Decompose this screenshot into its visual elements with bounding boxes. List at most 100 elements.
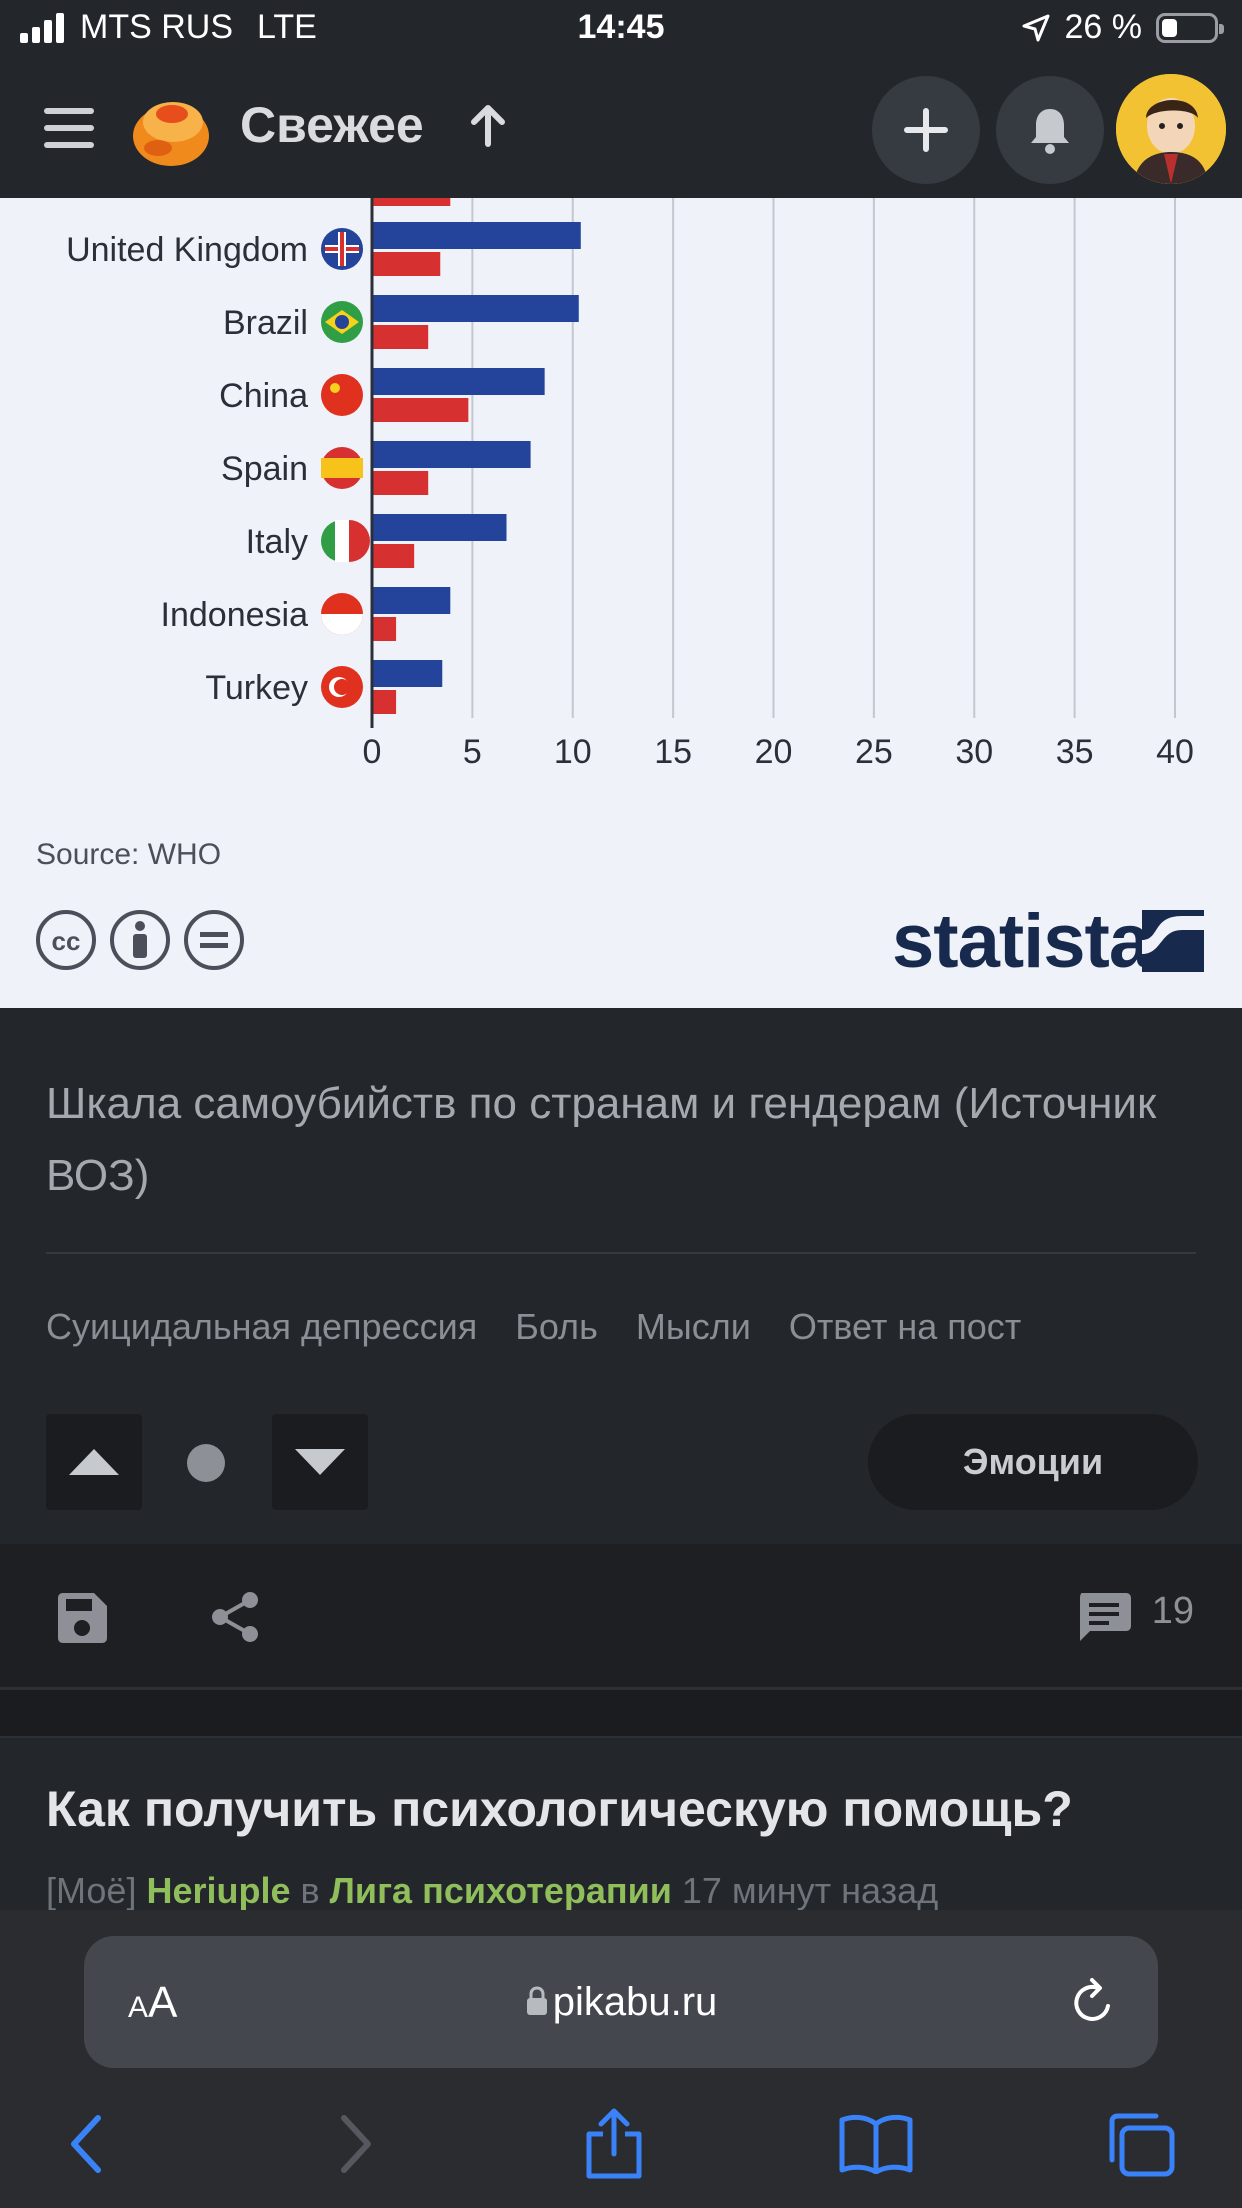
- tabs-button[interactable]: [1100, 2104, 1180, 2184]
- forward-button[interactable]: [316, 2104, 396, 2184]
- category-label: United Kingdom: [66, 231, 308, 269]
- notifications-button[interactable]: [996, 76, 1104, 184]
- x-tick-label: 30: [955, 733, 993, 771]
- community-link[interactable]: Лига психотерапии: [329, 1870, 672, 1911]
- downvote-button[interactable]: [272, 1414, 368, 1510]
- tabs-icon: [1109, 2113, 1175, 2177]
- tag-link[interactable]: Мысли: [635, 1306, 751, 1347]
- category-label: China: [219, 377, 308, 415]
- bar-series-1: [372, 660, 443, 687]
- next-post-meta: [Моё] Heriuple в Лига психотерапии 17 ми…: [46, 1870, 938, 1912]
- page-title[interactable]: Свежее: [240, 97, 424, 153]
- lock-icon: [526, 1986, 547, 2015]
- chart-source: Source: WHO: [36, 838, 222, 871]
- plus-icon: [904, 108, 948, 152]
- bookmarks-button[interactable]: [836, 2104, 916, 2184]
- url-domain: pikabu.ru: [552, 1980, 718, 2024]
- upvote-button[interactable]: [46, 1414, 142, 1510]
- x-tick-label: 5: [463, 733, 482, 771]
- x-tick-label: 40: [1156, 733, 1194, 771]
- svg-text:cc: cc: [52, 926, 81, 956]
- bar-series-1: [372, 514, 507, 541]
- pikabu-logo[interactable]: [128, 86, 214, 172]
- signal-icon: [20, 12, 64, 43]
- app-header: Свежее: [0, 60, 1242, 198]
- menu-icon[interactable]: [44, 108, 94, 148]
- book-icon: [839, 2114, 913, 2174]
- post-actions: 19: [0, 1544, 1242, 1690]
- category-label: Italy: [246, 523, 308, 561]
- triangle-down-icon: [295, 1449, 345, 1475]
- post-tags: Суицидальная депрессия Боль Мысли Ответ на …: [46, 1306, 1021, 1348]
- share-page-button[interactable]: [574, 2104, 654, 2184]
- tag-link[interactable]: Суицидальная депрессия: [46, 1306, 478, 1347]
- next-post-title[interactable]: Как получить психологическую помощь?: [46, 1781, 1073, 1837]
- divider: [0, 1687, 1242, 1690]
- bell-icon: [1031, 109, 1069, 154]
- tag-link[interactable]: Ответ на пост: [788, 1306, 1022, 1347]
- statista-logo-icon: [1142, 910, 1204, 972]
- country-flag-icon: [321, 447, 363, 489]
- emotions-button[interactable]: Эмоции: [868, 1414, 1198, 1510]
- x-tick-label: 10: [554, 733, 592, 771]
- back-button[interactable]: [46, 2104, 126, 2184]
- country-flag-icon: [321, 228, 363, 270]
- comments-icon[interactable]: [1076, 1590, 1132, 1644]
- rating-dot: [187, 1444, 225, 1482]
- country-flag-icon: [321, 374, 363, 416]
- comments-count[interactable]: 19: [1151, 1590, 1194, 1632]
- in-word: в: [300, 1870, 320, 1911]
- add-post-button[interactable]: [872, 76, 980, 184]
- feed-gap: [0, 1690, 1242, 1738]
- text-size-button[interactable]: AA: [128, 1978, 178, 2027]
- author-link[interactable]: Heriuple: [146, 1870, 291, 1911]
- bar-series-1: [372, 587, 451, 614]
- divider: [46, 1252, 1196, 1254]
- save-icon[interactable]: [54, 1590, 110, 1646]
- post-time: 17 минут назад: [681, 1870, 939, 1911]
- category-label: Brazil: [223, 304, 308, 342]
- bar-series-2: [372, 471, 429, 495]
- status-bar: MTS RUS LTE 14:45 26 %: [0, 0, 1242, 60]
- browser-toolbar: AA pikabu.ru: [0, 1910, 1242, 2208]
- post-caption: Шкала самоубийств по странам и гендерам …: [46, 1079, 1157, 1200]
- x-tick-label: 0: [363, 733, 382, 771]
- bar-series-1: [372, 222, 581, 249]
- chart-image[interactable]: United Kingdom Brazil China Spain Italy Indon…: [0, 198, 1242, 1008]
- statista-logo-text: statista: [892, 899, 1151, 984]
- country-flag-icon: [321, 593, 363, 635]
- network-type: LTE: [257, 8, 317, 46]
- country-flag-icon: [321, 520, 370, 562]
- creative-commons-icons: cc: [36, 910, 244, 970]
- country-flag-icon: [321, 301, 363, 343]
- x-tick-label: 35: [1056, 733, 1094, 771]
- x-tick-label: 15: [654, 733, 692, 771]
- post-tag-mine[interactable]: [Моё]: [46, 1870, 137, 1911]
- battery-icon: [1156, 12, 1224, 43]
- tag-link[interactable]: Боль: [515, 1306, 598, 1347]
- x-tick-label: 25: [855, 733, 893, 771]
- share-icon[interactable]: [208, 1590, 262, 1644]
- carrier-name: MTS RUS: [80, 8, 233, 46]
- category-label: Spain: [221, 450, 308, 488]
- bar-series-2: [372, 690, 397, 714]
- bar-series-2: [372, 544, 415, 568]
- bar-cropped: [372, 198, 451, 206]
- triangle-up-icon: [69, 1449, 119, 1475]
- suicide-rate-chart: United Kingdom Brazil China Spain Italy Indon…: [66, 198, 1194, 771]
- reload-icon[interactable]: [1068, 1976, 1118, 2028]
- bar-series-2: [372, 617, 397, 641]
- avatar[interactable]: [1116, 74, 1226, 184]
- share-square-icon: [586, 2108, 642, 2179]
- status-time: 14:45: [577, 8, 665, 46]
- x-tick-label: 20: [755, 733, 793, 771]
- address-bar[interactable]: AA pikabu.ru: [84, 1936, 1158, 2068]
- bar-series-1: [372, 295, 579, 322]
- country-flag-icon: [321, 666, 363, 708]
- battery-percent: 26 %: [1064, 8, 1143, 46]
- bar-series-1: [372, 441, 531, 468]
- category-label: Turkey: [205, 669, 308, 707]
- location-arrow-icon: [1022, 14, 1049, 41]
- arrow-up-icon[interactable]: [468, 104, 508, 148]
- url-text[interactable]: pikabu.ru: [84, 1980, 1158, 2025]
